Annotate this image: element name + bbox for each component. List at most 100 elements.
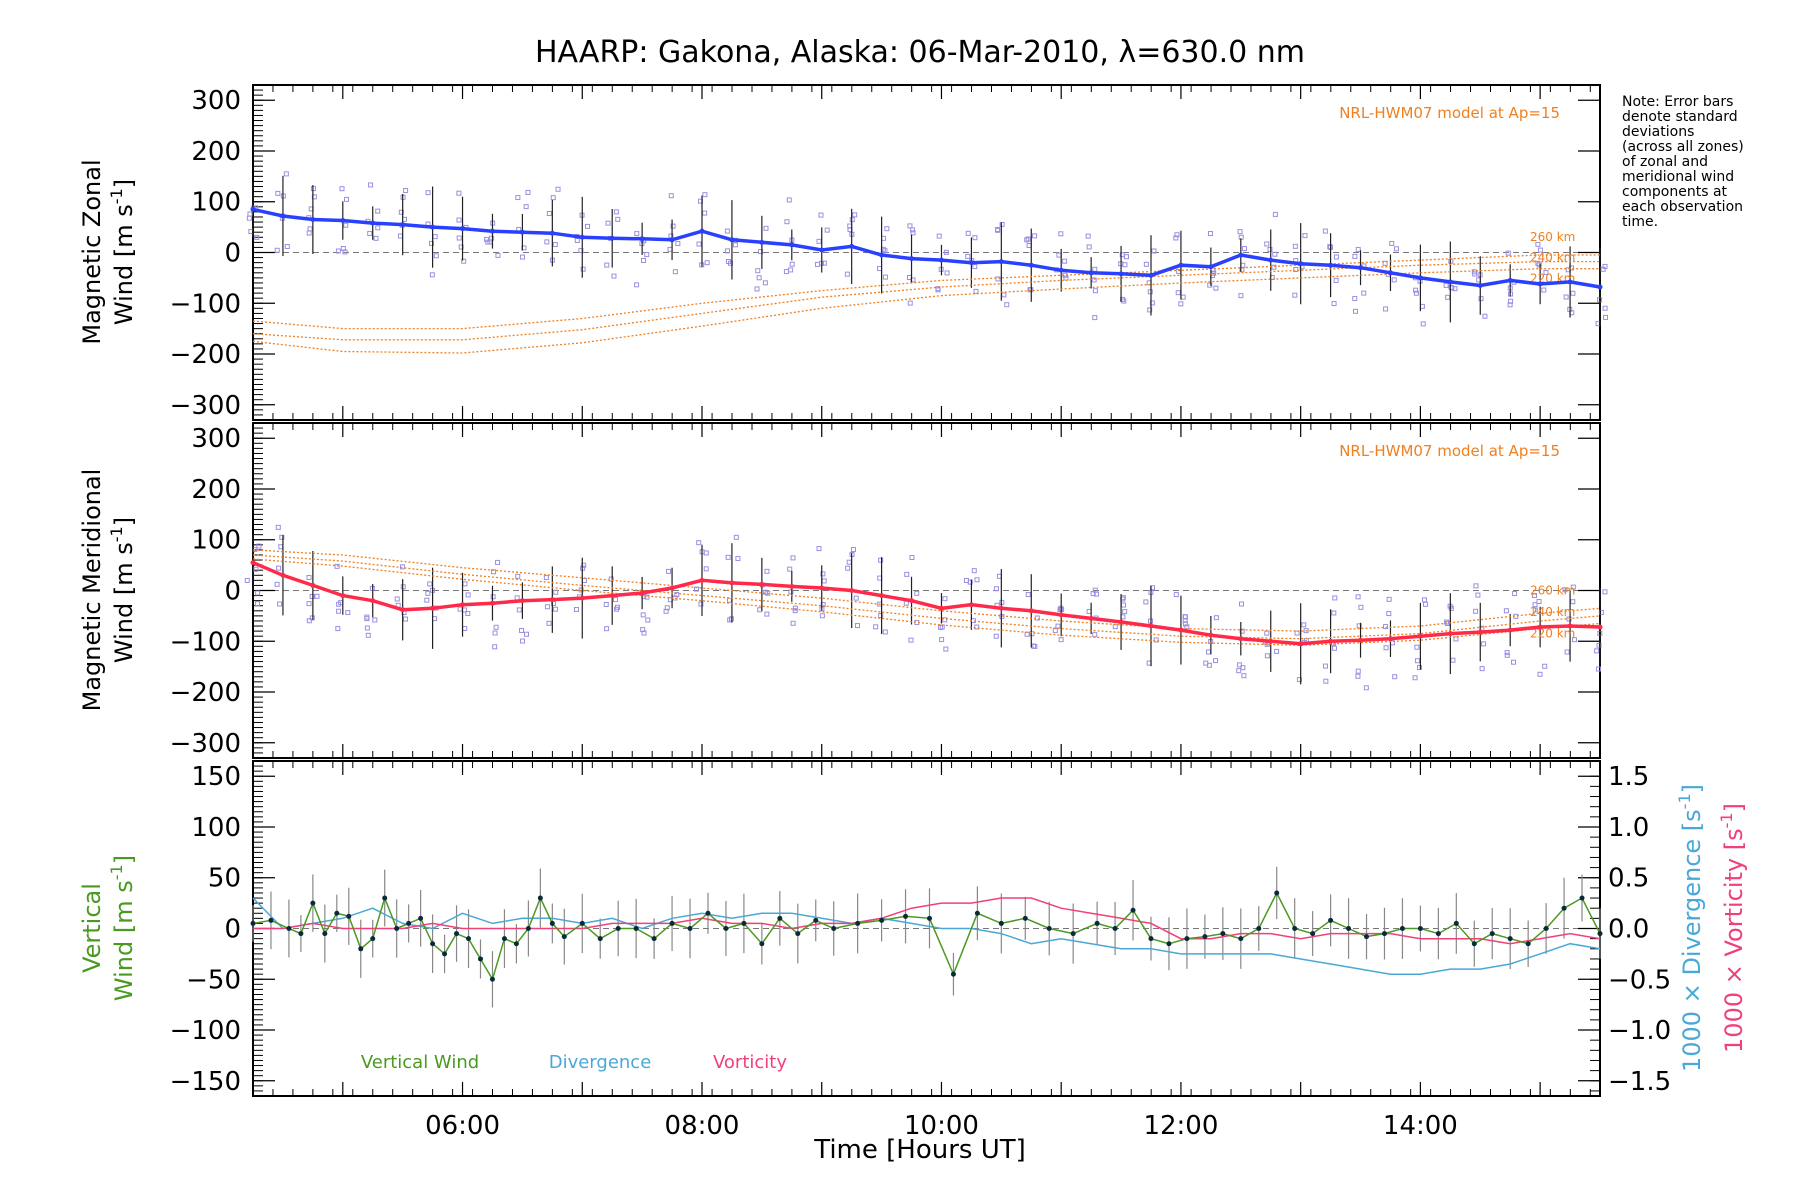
zonal-sample-point: [1147, 289, 1153, 295]
zonal-sample-point: [1143, 261, 1149, 267]
meridional-ytick-label: 200: [191, 475, 241, 505]
meridional-sample-point: [1511, 659, 1517, 665]
meridional-sample-point: [696, 540, 702, 546]
divergence-line: [252, 897, 1601, 975]
meridional-sample-point: [314, 593, 320, 599]
vertical-wind-point: [454, 931, 460, 937]
meridional-sample-point: [275, 524, 281, 530]
vertical-wind-point: [525, 926, 531, 931]
zonal-sample-point: [944, 270, 950, 276]
meridional-sample-point: [1274, 648, 1280, 654]
vertical-wind-point: [705, 910, 711, 916]
zonal-sample-point: [1471, 269, 1477, 275]
meridional-sample-point: [1571, 637, 1577, 643]
meridional-mean-point: [1298, 641, 1304, 647]
meridional-sample-point: [909, 554, 915, 560]
zonal-sample-point: [672, 269, 678, 275]
zonal-sample-point: [335, 248, 341, 254]
vertical-wind-point: [1112, 926, 1118, 931]
zonal-sample-point: [1602, 305, 1608, 311]
meridional-sample-point: [552, 606, 558, 612]
meridional-sample-point: [1143, 599, 1149, 605]
zonal-mean-point: [1328, 262, 1334, 268]
y2-tick-label: 1.5: [1608, 762, 1649, 792]
meridional-sample-point: [546, 620, 552, 626]
zonal-sample-point: [758, 249, 764, 255]
zonal-sample-point: [1242, 246, 1248, 252]
meridional-sample-point: [1239, 601, 1245, 607]
meridional-mean-point: [669, 585, 675, 591]
zonal-sample-point: [613, 209, 619, 215]
meridional-sample-point: [573, 606, 579, 612]
meridional-sample-point: [1512, 591, 1518, 597]
vertical-wind-point: [669, 920, 675, 926]
zonal-sample-point: [1603, 314, 1609, 320]
xtick-label: 14:00: [1383, 1111, 1458, 1141]
zonal-sample-point: [367, 230, 373, 236]
vertical-ylabel-line2: Wind [m s-1]: [107, 855, 138, 1001]
zonal-sample-point: [604, 262, 610, 268]
zonal-sample-point: [702, 192, 708, 198]
meridional-sample-point: [854, 623, 860, 629]
meridional-sample-point: [1444, 619, 1450, 625]
meridional-sample-point: [790, 620, 796, 626]
zonal-sample-point: [429, 240, 435, 246]
vertical-wind-point: [1220, 931, 1226, 937]
zonal-mean-point: [819, 247, 825, 253]
zonal-mean-point: [1118, 271, 1124, 277]
zonal-mean-point: [1567, 279, 1573, 285]
meridional-sample-point: [878, 557, 884, 563]
zonal-sample-point: [515, 195, 521, 201]
meridional-sample-point: [1473, 608, 1479, 614]
zonal-sample-point: [1355, 246, 1361, 252]
zonal-sample-point: [495, 252, 501, 258]
zonal-sample-point: [668, 193, 674, 199]
vertical-wind-point: [687, 926, 693, 931]
zonal-mean-point: [1537, 281, 1543, 287]
meridional-sample-point: [306, 618, 312, 624]
zonal-mean-point: [1507, 277, 1513, 283]
zonal-sample-point: [1174, 232, 1180, 238]
meridional-sample-point: [904, 571, 910, 577]
zonal-sample-point: [852, 212, 858, 218]
meridional-sample-point: [465, 592, 471, 598]
meridional-mean-point: [1447, 631, 1453, 637]
zonal-mean-point: [729, 237, 735, 243]
meridional-sample-point: [733, 534, 739, 540]
vertical-wind-point: [1148, 936, 1154, 942]
zonal-sample-point: [1178, 301, 1184, 307]
meridional-sample-point: [850, 547, 856, 553]
vertical-wind-point: [1046, 926, 1052, 931]
meridional-sample-point: [974, 577, 980, 583]
zonal-ytick-label: 300: [191, 86, 241, 116]
zonal-sample-point: [1086, 244, 1092, 250]
meridional-mean-point: [938, 605, 944, 611]
y2-tick-label: 0.5: [1608, 864, 1649, 894]
meridional-mean-point: [1567, 623, 1573, 629]
meridional-sample-point: [908, 637, 914, 643]
meridional-mean-point: [729, 580, 735, 586]
vertical-wind-point: [1417, 926, 1423, 931]
zonal-sample-point: [368, 182, 374, 188]
vertical-wind-point: [1381, 931, 1387, 937]
zonal-sample-point: [907, 300, 913, 306]
note-line: each observation: [1622, 199, 1743, 215]
zonal-mean-point: [519, 229, 525, 235]
meridional-sample-point: [939, 637, 945, 643]
zonal-sample-point: [816, 238, 822, 244]
zonal-model-label: NRL-HWM07 model at Ap=15: [1339, 104, 1560, 122]
meridional-sample-point: [1481, 641, 1487, 647]
zonal-mean-point: [1148, 272, 1154, 278]
meridional-sample-point: [1532, 607, 1538, 613]
zonal-sample-point: [489, 235, 495, 241]
zonal-sample-point: [995, 276, 1001, 282]
meridional-sample-point: [516, 607, 522, 613]
meridional-sample-point: [1562, 587, 1568, 593]
zonal-sample-point: [1541, 287, 1547, 293]
y2-tick-label: −1.5: [1608, 1067, 1671, 1097]
meridional-ytick-label: 100: [191, 526, 241, 556]
y2-tick-label: 0.0: [1608, 915, 1649, 945]
meridional-sample-point: [792, 605, 798, 611]
zonal-sample-point: [756, 275, 762, 281]
zonal-sample-point: [973, 288, 979, 294]
